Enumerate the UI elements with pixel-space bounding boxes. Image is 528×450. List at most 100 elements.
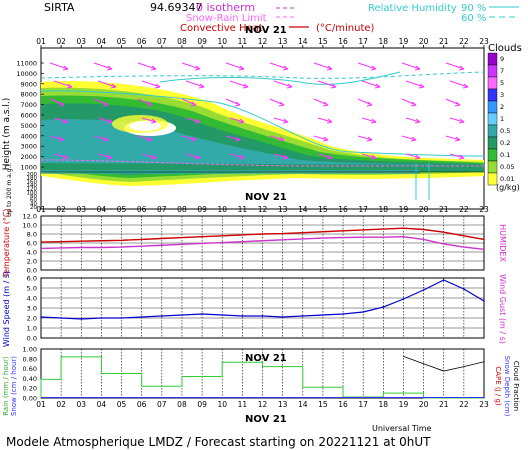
snow-ylabel: Snow (cm / hour) xyxy=(10,356,18,416)
station-name: SIRTA xyxy=(44,1,75,14)
hour-label: 09 xyxy=(197,37,207,46)
cloud-panel: 11000 10000 9000 8000 7000 6000 5000 4000 3000 20… xyxy=(2,47,485,217)
cloud-ytick-low-label: 40 xyxy=(30,201,37,207)
hour-label: 11 xyxy=(238,37,248,46)
colorbar-label: 5 xyxy=(500,79,504,87)
wind-arrow-head xyxy=(286,83,293,89)
rh-90-line xyxy=(159,71,401,85)
wind-arrow xyxy=(269,98,285,106)
wind-arrow-head xyxy=(454,101,461,107)
legend-convective: Convective Heat. xyxy=(180,23,266,34)
colorbar-label: 0.01 xyxy=(500,175,514,183)
wind-panel: 6.0 5.0 4.0 3.0 2.0 1.0 0.0 Wind Speed (m / s)… xyxy=(2,271,507,347)
temp-series-temperature xyxy=(40,227,485,243)
hour-label: 13 xyxy=(278,205,288,214)
wind-point xyxy=(140,316,143,318)
hour-label: 16 xyxy=(338,37,348,46)
wind-arrow-head xyxy=(414,154,421,160)
temp-ytick-label: 10.0 xyxy=(23,222,37,230)
rain-date-label: NOV 21 xyxy=(245,353,287,364)
wind-arrow-head xyxy=(106,65,113,71)
wind-arrow-head xyxy=(198,83,205,89)
legend-line-samples xyxy=(276,6,519,28)
temp-ytick-label: 12.0 xyxy=(23,213,37,221)
wind-arrow xyxy=(445,62,465,70)
wind-arrow-head xyxy=(62,65,69,71)
temp-ytick-label: 6.0 xyxy=(27,240,37,248)
hour-label: 06 xyxy=(137,205,147,214)
wind-point xyxy=(483,300,485,302)
rain-panel: 1.000.80 0.60 0.40 0.20 0.00 NOV 21 Rain (mm… xyxy=(2,346,520,417)
hour-label: 02 xyxy=(56,37,66,46)
colorbar-label: 1 xyxy=(500,115,504,123)
wind-arrow-head xyxy=(326,65,333,71)
wind-ytick-label: 4.0 xyxy=(27,295,37,303)
wind-arrow-head xyxy=(234,101,241,107)
wind-arrow xyxy=(93,62,113,70)
wind-arrow-head xyxy=(322,101,329,107)
hour-label: 18 xyxy=(379,205,389,214)
wind-point xyxy=(261,315,264,317)
wind-arrow-head xyxy=(374,83,381,89)
temp-ytick-label: 0.0 xyxy=(27,267,37,275)
colorbar-label: 0.1 xyxy=(500,151,510,159)
wind-arrow-head xyxy=(454,136,461,142)
hour-label: 05 xyxy=(117,37,127,46)
wind-arrow xyxy=(405,80,425,88)
colorbar-cell xyxy=(487,112,498,126)
wind-arrow xyxy=(229,80,249,88)
cloud-ytick-low-label: 200 xyxy=(27,172,38,178)
wind-point xyxy=(301,315,304,317)
wind-arrow-head xyxy=(410,101,417,107)
wind-arrow-head xyxy=(102,136,109,142)
wind-arrow xyxy=(317,117,333,123)
colorbar-label: 0.5 xyxy=(500,127,510,135)
wind-ytick-label: 5.0 xyxy=(27,285,37,293)
hour-label: 22 xyxy=(459,400,469,409)
hour-label: 02 xyxy=(56,400,66,409)
bottom-date-label: NOV 21 xyxy=(245,414,287,425)
wind-point xyxy=(402,298,405,300)
wind-arrow xyxy=(449,117,465,123)
wind-arrow-head xyxy=(146,136,153,142)
wind-arrow xyxy=(445,135,461,141)
legend-rh-60: 60 % xyxy=(461,13,486,24)
hour-label: 23 xyxy=(479,205,489,214)
hour-label: 03 xyxy=(76,37,86,46)
wind-arrow xyxy=(97,153,113,159)
colorbar-cell xyxy=(487,136,498,150)
wind-arrow-head xyxy=(190,136,197,142)
hour-label: 17 xyxy=(358,37,368,46)
wind-arrow xyxy=(317,80,337,88)
wind-arrow xyxy=(49,135,65,141)
wind-arrow xyxy=(181,62,201,70)
hour-label: 05 xyxy=(117,205,127,214)
cloud-ylabel-low: Up to 200 m a.g.l. xyxy=(6,163,13,217)
colorbar-label: 7 xyxy=(500,67,504,75)
wind-arrow xyxy=(357,98,373,106)
colorbar-cell xyxy=(487,172,498,186)
wind-arrow-head xyxy=(366,101,373,107)
wind-point xyxy=(60,317,62,319)
wind-lines xyxy=(40,279,485,320)
colorbar-cell xyxy=(487,100,498,114)
cloud-ytick-label: 5000 xyxy=(20,122,37,130)
hour-label: 06 xyxy=(137,400,147,409)
wind-arrow-head xyxy=(238,65,245,71)
hour-label: 11 xyxy=(238,400,248,409)
colorbar-cell xyxy=(487,148,498,162)
wind-arrow xyxy=(269,135,285,141)
rain-ytick-label: 0.80 xyxy=(23,355,37,363)
wind-arrow xyxy=(185,153,201,159)
hour-label: 15 xyxy=(318,400,328,409)
wind-point xyxy=(281,316,284,318)
wind-arrow-head xyxy=(150,65,157,71)
rain-ytick-label: 0.40 xyxy=(23,375,37,383)
hour-label: 09 xyxy=(197,400,207,409)
wind-arrow-head xyxy=(58,101,65,107)
hour-label: 15 xyxy=(318,37,328,46)
wind-arrow xyxy=(225,98,241,106)
hour-label: 10 xyxy=(217,205,227,214)
wind-arrow xyxy=(313,135,329,141)
